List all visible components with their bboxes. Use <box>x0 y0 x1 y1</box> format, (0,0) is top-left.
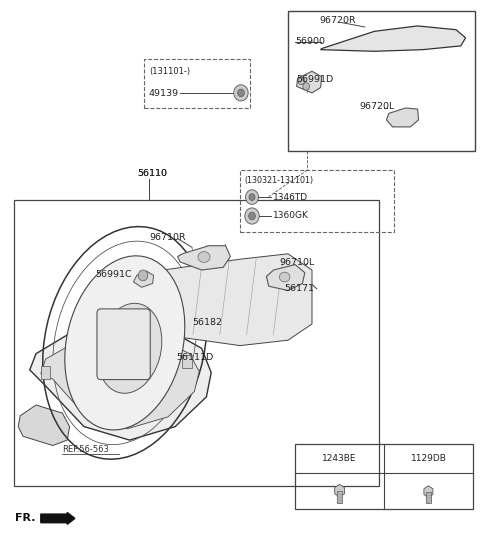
Ellipse shape <box>65 256 185 430</box>
Text: 1360GK: 1360GK <box>273 212 309 220</box>
Bar <box>144 59 250 108</box>
Bar <box>182 355 192 368</box>
Text: 96720R: 96720R <box>319 16 356 25</box>
Text: 56111D: 56111D <box>177 353 214 362</box>
Circle shape <box>249 212 255 220</box>
Ellipse shape <box>279 272 290 282</box>
Circle shape <box>246 190 258 205</box>
Polygon shape <box>321 26 466 51</box>
Bar <box>295 444 473 509</box>
Circle shape <box>238 89 244 97</box>
Text: FR.: FR. <box>15 514 36 523</box>
FancyBboxPatch shape <box>97 309 150 380</box>
Circle shape <box>298 77 305 85</box>
Polygon shape <box>424 486 433 497</box>
Ellipse shape <box>97 303 162 393</box>
Bar <box>240 170 394 232</box>
Text: 56171: 56171 <box>285 285 315 293</box>
Text: (130321-131101): (130321-131101) <box>245 177 314 185</box>
Bar <box>337 491 342 503</box>
Circle shape <box>245 208 259 224</box>
Text: 1243BE: 1243BE <box>323 454 357 463</box>
Circle shape <box>303 83 310 90</box>
Text: 96710R: 96710R <box>150 233 186 242</box>
Text: 1129DB: 1129DB <box>410 454 446 463</box>
Text: 96720L: 96720L <box>359 103 394 111</box>
Circle shape <box>138 270 148 281</box>
Text: 56900: 56900 <box>295 37 325 46</box>
Circle shape <box>249 194 255 200</box>
Polygon shape <box>266 265 305 291</box>
Polygon shape <box>178 246 230 270</box>
Polygon shape <box>18 405 70 446</box>
Text: 96710L: 96710L <box>280 258 315 267</box>
Ellipse shape <box>198 252 210 262</box>
Bar <box>426 491 431 503</box>
Polygon shape <box>386 108 419 127</box>
Polygon shape <box>297 71 322 93</box>
Text: REF.56-563: REF.56-563 <box>62 445 109 454</box>
Bar <box>288 11 475 151</box>
Polygon shape <box>335 484 345 497</box>
Text: 56182: 56182 <box>192 319 222 327</box>
Text: 56110: 56110 <box>137 170 167 178</box>
Circle shape <box>234 85 248 101</box>
Text: 56991D: 56991D <box>297 75 334 84</box>
Text: 1346TD: 1346TD <box>273 193 308 201</box>
Bar <box>41 366 50 379</box>
Polygon shape <box>144 254 312 346</box>
Text: (131101-): (131101-) <box>149 67 190 76</box>
Text: 56110: 56110 <box>137 170 167 178</box>
Polygon shape <box>133 271 154 287</box>
FancyArrow shape <box>41 512 75 524</box>
Text: 56991C: 56991C <box>95 270 132 279</box>
Bar <box>14 200 379 486</box>
Text: 49139: 49139 <box>149 90 179 98</box>
Polygon shape <box>41 334 199 429</box>
Polygon shape <box>30 324 211 440</box>
